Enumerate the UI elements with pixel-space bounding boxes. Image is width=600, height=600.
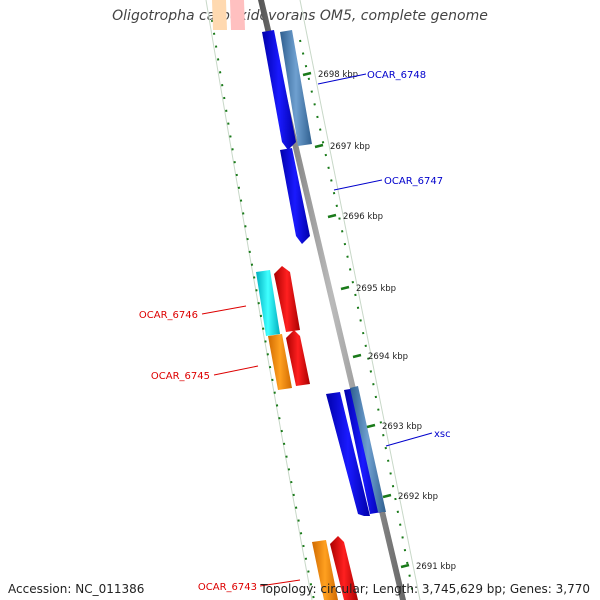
gene-ocar-6743-red[interactable]: [330, 536, 358, 600]
gene-leader-line: [201, 305, 247, 315]
gene-label-ocar-6747[interactable]: OCAR_6747: [384, 176, 443, 187]
gene-fragment-top-red: [230, 0, 245, 30]
genome-summary: Topology: circular; Length: 3,745,629 bp…: [260, 582, 590, 596]
gene-leader-line: [259, 579, 301, 587]
tick-mark: [366, 423, 376, 429]
gene-leader-line: [333, 179, 383, 191]
accession-label: Accession: NC_011386: [8, 582, 145, 596]
gene-ocar-6746-red[interactable]: [274, 266, 300, 332]
gene-label-xsc[interactable]: xsc: [434, 429, 451, 440]
tick-label: 2693 kbp: [382, 422, 422, 432]
gene-ocar-6748-rna[interactable]: [280, 30, 312, 146]
map-outline-left: [205, 0, 313, 600]
tick-mark: [327, 213, 337, 219]
gene-label-ocar-6748[interactable]: OCAR_6748: [367, 70, 426, 81]
gene-leader-line: [317, 73, 367, 85]
tick-label: 2695 kbp: [356, 284, 396, 294]
tick-label: 2697 kbp: [330, 142, 370, 152]
tick-group: 2698 kbp 2697 kbp 2696 kbp 2695 kbp 2694 kbp…: [302, 70, 456, 572]
tick-label: 2692 kbp: [398, 492, 438, 502]
gene-ocar-6747-cds[interactable]: [280, 148, 310, 244]
tick-label: 2694 kbp: [368, 352, 408, 362]
tick-mark: [340, 285, 350, 291]
tick-label: 2696 kbp: [343, 212, 383, 222]
gene-fragment-top-orange: [212, 0, 227, 30]
gene-ocar-6743-orange[interactable]: [312, 540, 338, 600]
gene-ocar-6748-cds[interactable]: [262, 30, 296, 150]
gene-ocar-6745-orange[interactable]: [268, 334, 292, 390]
tick-label: 2698 kbp: [318, 70, 358, 80]
tick-label: 2691 kbp: [416, 562, 456, 572]
gene-label-ocar-6746[interactable]: OCAR_6746: [139, 310, 198, 321]
map-outline-right: [299, 0, 421, 600]
tick-mark: [352, 353, 362, 359]
gene-leader-line: [385, 432, 433, 447]
tick-mark: [314, 143, 324, 149]
gene-label-ocar-6745[interactable]: OCAR_6745: [151, 371, 210, 382]
gene-xsc-cds[interactable]: [326, 392, 370, 516]
gene-label-ocar-6743[interactable]: OCAR_6743: [198, 582, 257, 593]
map-title: Oligotropha carboxidovorans OM5, complet…: [112, 8, 488, 24]
gene-xsc-rna[interactable]: [350, 386, 386, 512]
tick-mark: [382, 493, 392, 499]
tick-mark: [302, 71, 312, 77]
tick-mark: [400, 563, 410, 569]
gene-ocar-6745-red[interactable]: [286, 330, 310, 386]
tick-ring-outer: [299, 39, 415, 600]
gene-ocar-6746-cyan[interactable]: [256, 270, 280, 336]
gene-leader-line: [213, 365, 259, 376]
